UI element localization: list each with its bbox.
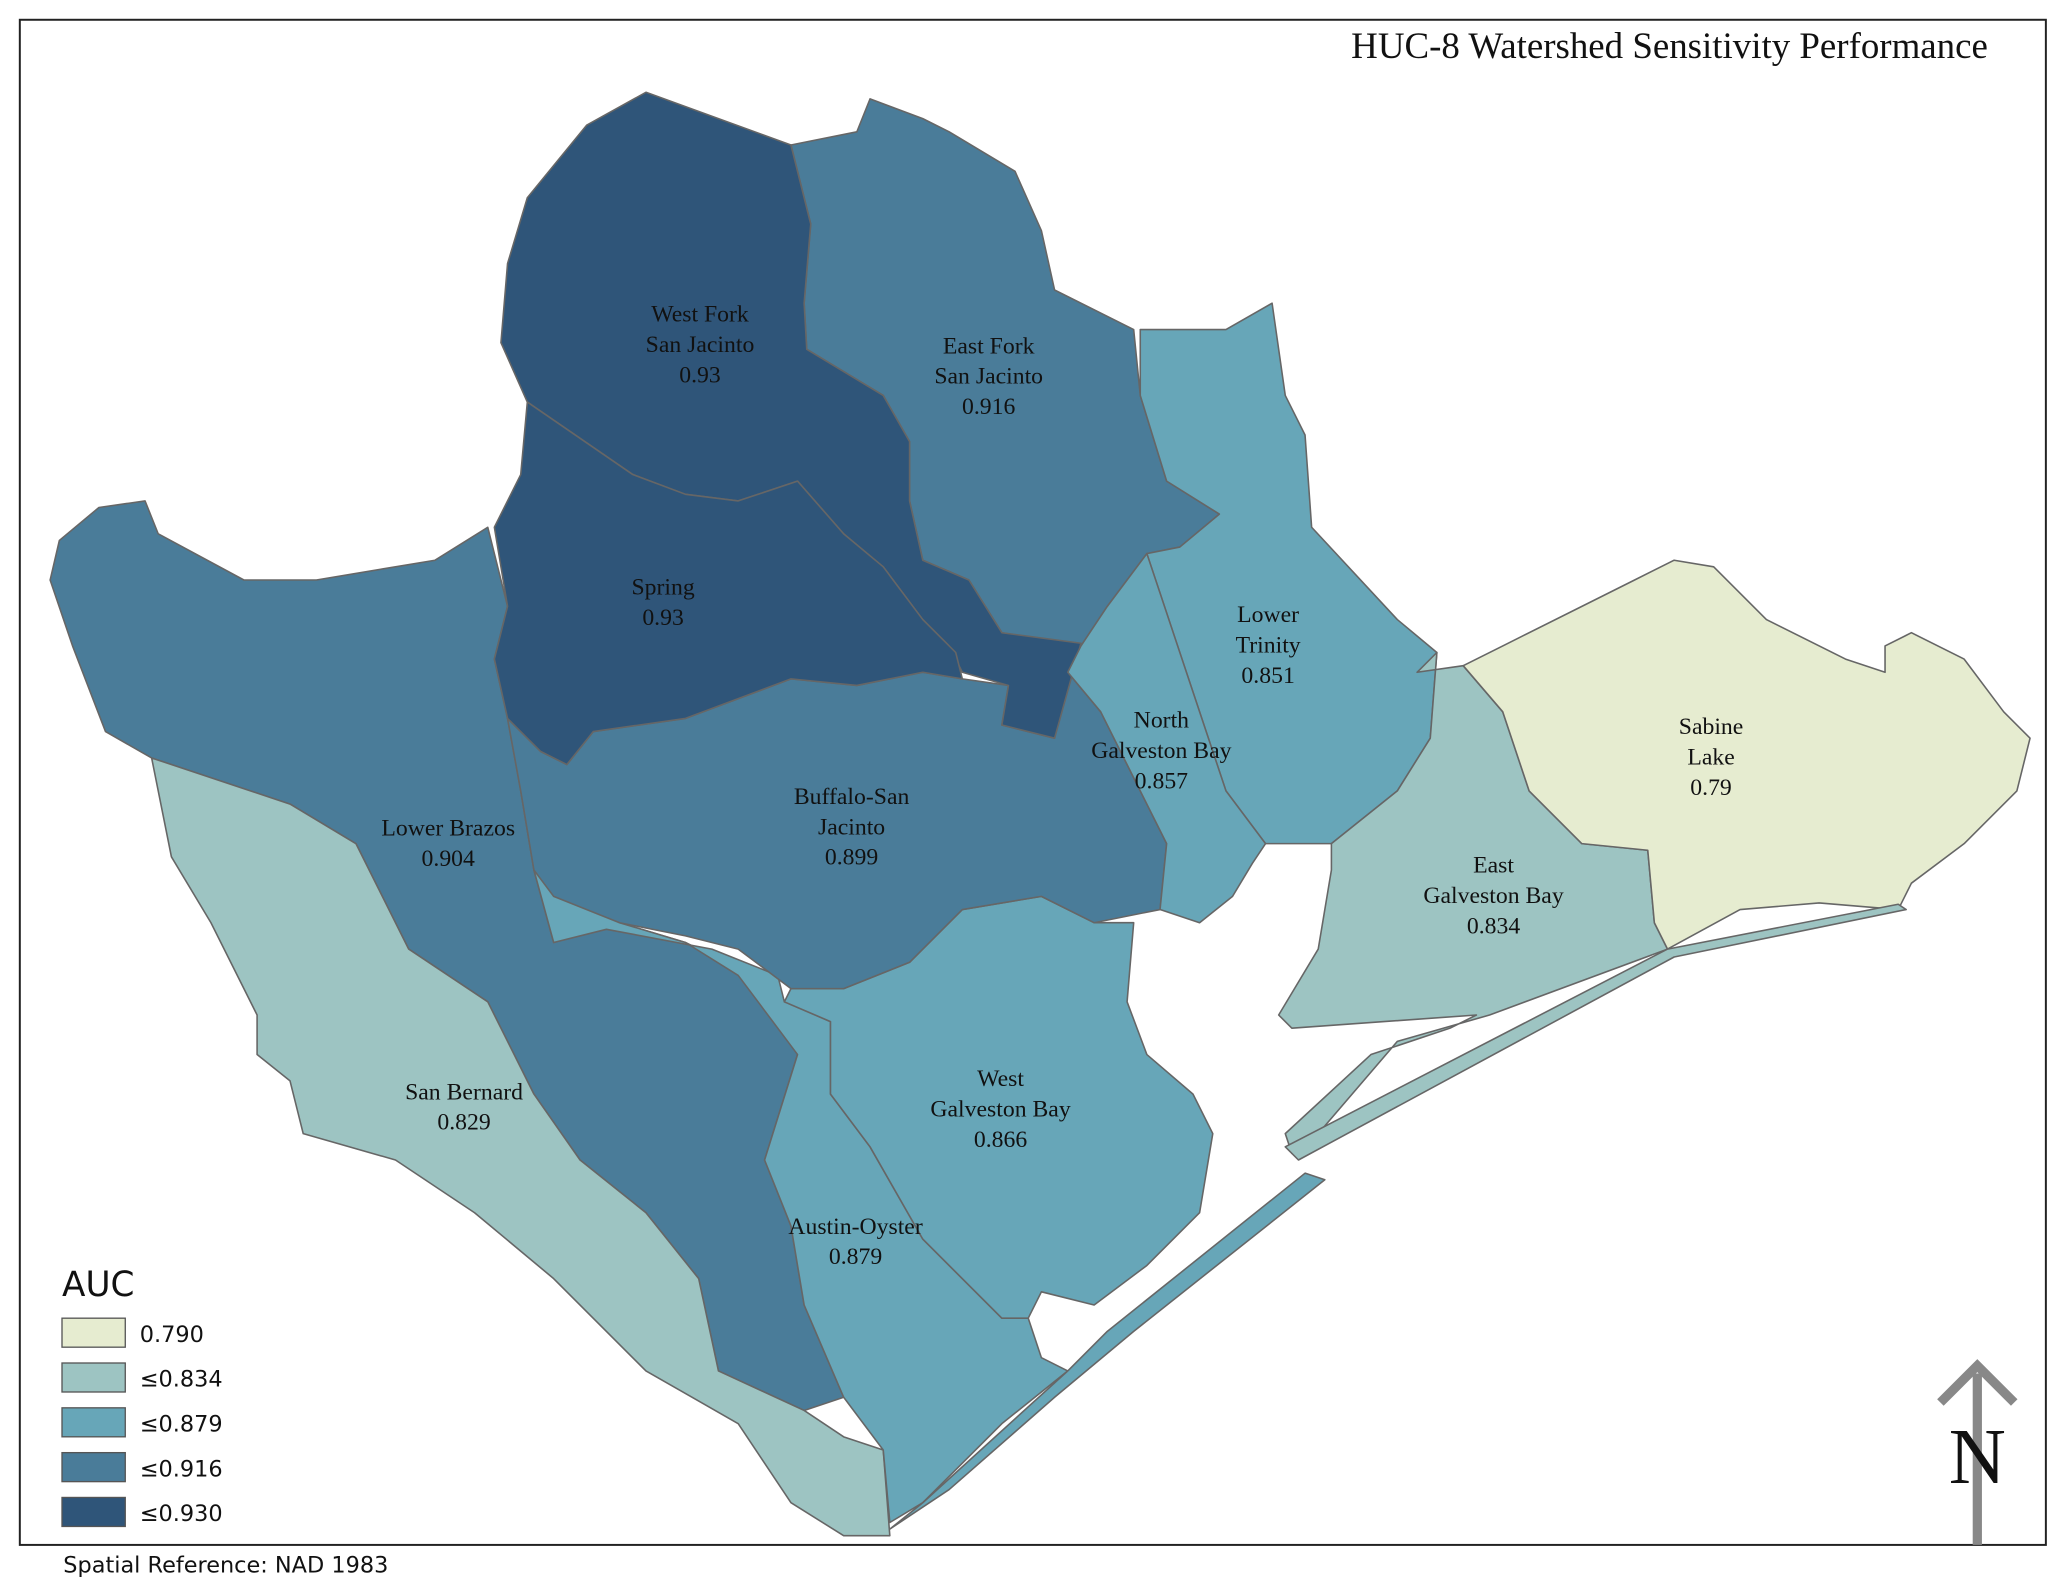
region-name: West Fork [651,302,749,328]
region-label: Sabine Lake 0.79 [1679,714,1744,801]
region-name: Galveston Bay [1423,883,1563,909]
legend: AUC 0.790 ≤0.834 ≤0.879 ≤0.916 ≤0.930 [61,1265,223,1528]
region-value: 0.851 [1241,663,1294,689]
north-arrow: N [1937,1359,2018,1545]
region-label: West Galveston Bay 0.866 [930,1066,1070,1153]
legend-label: ≤0.916 [140,1456,223,1482]
region-label: Austin-Oyster 0.879 [788,1214,922,1270]
legend-swatch [61,1362,126,1393]
legend-swatch [61,1407,126,1438]
region-name: San Bernard [405,1079,523,1105]
region-label: North Galveston Bay 0.857 [1091,708,1231,795]
region-name: Trinity [1236,633,1301,659]
region-label: East Galveston Bay 0.834 [1423,853,1563,940]
legend-swatch [61,1496,126,1528]
barrier-island [1284,903,1907,1161]
region-value: 0.829 [437,1110,490,1136]
north-arrow-head [1937,1359,2018,1406]
region-value: 0.904 [422,846,476,872]
region-name: East Fork [943,333,1035,359]
region-labels: West Fork San Jacinto 0.93 Spring 0.93 East… [381,302,1744,1270]
region-value: 0.79 [1690,775,1732,801]
region-name: North [1134,708,1189,734]
region-name: Galveston Bay [930,1097,1070,1123]
region-value: 0.879 [829,1244,882,1270]
legend-swatch [61,1317,126,1348]
region-value: 0.916 [962,394,1016,420]
region-label: Lower Trinity 0.851 [1236,602,1301,689]
region-value: 0.93 [679,362,721,388]
region-label: Lower Brazos 0.904 [381,816,515,872]
region-name: Austin-Oyster [788,1214,922,1240]
legend-label: 0.790 [140,1322,204,1348]
region [533,869,1069,1524]
region-value: 0.866 [974,1127,1028,1153]
region-name: Jacinto [818,814,885,840]
region-name: Buffalo-San [794,784,910,810]
region-name: West [977,1066,1024,1092]
region-label: Buffalo-San Jacinto 0.899 [794,784,910,871]
region-name: San Jacinto [934,364,1043,390]
region-value: 0.93 [642,605,684,631]
region-name: Lake [1687,745,1734,771]
region-name: Lower Brazos [381,816,515,842]
region-name: Spring [631,575,694,601]
region-label: East Fork San Jacinto 0.916 [934,333,1043,420]
region-name: San Jacinto [646,332,755,358]
region-name: East [1473,853,1514,879]
region-label: West Fork San Jacinto 0.93 [646,302,755,389]
region-name: Lower [1237,602,1299,628]
legend-swatch [61,1451,126,1483]
legend-label: ≤0.879 [140,1412,223,1438]
region-name: Sabine [1679,714,1744,740]
legend-label: ≤0.930 [140,1501,223,1527]
region-label: San Bernard 0.829 [405,1079,523,1135]
region-label: Spring 0.93 [631,575,694,631]
region [150,757,891,1537]
region [493,401,964,766]
region [1462,559,2031,950]
regions [49,91,2031,1537]
barrier-island [889,1172,1326,1530]
legend-title: AUC [62,1265,134,1305]
region-value: 0.834 [1467,913,1521,939]
region-value: 0.857 [1135,768,1189,794]
north-arrow-label: N [1949,1414,2006,1501]
legend-label: ≤0.834 [140,1367,223,1393]
spatial-reference: Spatial Reference: NAD 1983 [63,1553,388,1579]
region-value: 0.899 [825,845,878,871]
region-name: Galveston Bay [1091,738,1231,764]
map-title: HUC-8 Watershed Sensitivity Performance [1351,25,1988,66]
region [1066,552,1267,924]
